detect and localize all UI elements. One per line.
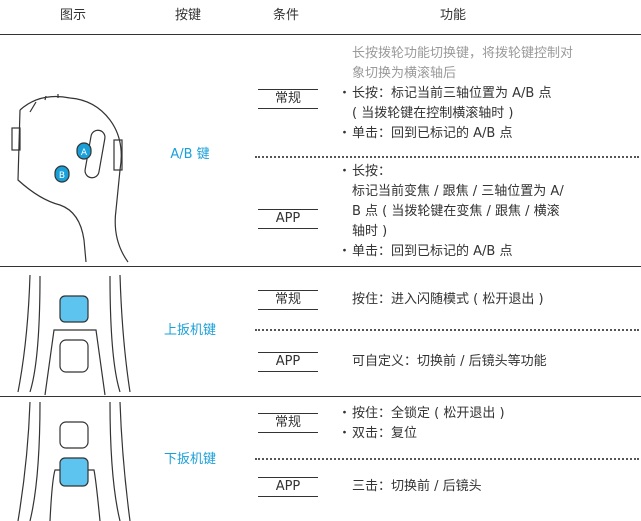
- header-cell: 条件: [273, 8, 300, 23]
- dotted-rule: [255, 458, 639, 460]
- text-line: 按住：全锁定 ( 松开退出 ): [352, 406, 505, 421]
- bullet: ・: [338, 244, 352, 259]
- condition-label: 常规: [258, 290, 318, 310]
- bullet: ・: [338, 126, 352, 141]
- text-line: 三击：切换前 / 后镜头: [352, 479, 482, 494]
- text-line: 长按拨轮功能切换键，将拨轮键控制对: [352, 46, 574, 61]
- condition-label: APP: [258, 477, 318, 497]
- text-line: 轴时 ): [352, 224, 388, 239]
- text-line: 象切换为横滚轴后: [352, 66, 457, 81]
- dotted-rule: [255, 329, 639, 331]
- key-name: 上扳机键: [163, 323, 216, 338]
- text-line: 可自定义：切换前 / 后镜头等功能: [352, 354, 547, 369]
- text-line: 按住：进入闪随模式 ( 松开退出 ): [352, 292, 544, 307]
- text-line: B 点 ( 当拨轮键在变焦 / 跟焦 / 横滚: [352, 204, 560, 219]
- condition-label: 常规: [258, 413, 318, 433]
- bullet: ・: [338, 164, 352, 179]
- bullet: ・: [338, 426, 352, 441]
- rule: [0, 266, 641, 267]
- text-line: 单击：回到已标记的 A/B 点: [352, 126, 513, 141]
- rule: [0, 34, 641, 35]
- rule: [0, 396, 641, 397]
- header-cell: 按键: [175, 8, 202, 23]
- key-name: 下扳机键: [163, 452, 216, 467]
- button-label: B: [59, 171, 65, 181]
- key-name: A/B 键: [170, 147, 210, 162]
- condition-label: APP: [258, 352, 318, 372]
- lower-trigger-figure: [17, 401, 131, 521]
- dotted-rule: [255, 156, 639, 158]
- header-cell: 图示: [60, 8, 87, 23]
- text-line: 单击：回到已标记的 A/B 点: [352, 244, 513, 259]
- condition-label: 常规: [258, 89, 318, 109]
- text-line: 双击：复位: [352, 426, 418, 441]
- text-line: 标记当前变焦 / 跟焦 / 三轴位置为 A/: [352, 184, 564, 199]
- bullet: ・: [338, 406, 352, 421]
- text-line: 长按：标记当前三轴位置为 A/B 点: [352, 86, 552, 101]
- text-line: ( 当拨轮键在控制横滚轴时 ): [352, 106, 514, 121]
- header-cell: 功能: [440, 8, 467, 23]
- button-label: A: [81, 148, 88, 158]
- bullet: ・: [338, 86, 352, 101]
- upper-trigger-figure: [17, 274, 131, 396]
- ab-figure: A B: [11, 94, 129, 263]
- condition-label: APP: [258, 209, 318, 229]
- text-line: 长按：: [352, 164, 392, 179]
